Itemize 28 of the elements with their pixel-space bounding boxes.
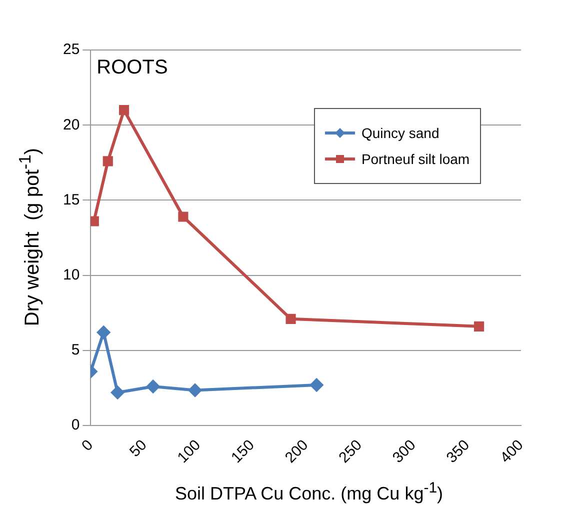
x-tick-label: 300 <box>389 436 420 466</box>
point <box>97 326 110 339</box>
y-tick-label: 25 <box>62 41 80 58</box>
x-tick-label: 200 <box>282 436 312 466</box>
point <box>102 156 113 166</box>
legend-label: Portneuf silt loam <box>361 151 470 167</box>
y-tick-label: 15 <box>62 191 80 208</box>
point <box>310 378 324 392</box>
point <box>286 314 296 324</box>
x-axis-title: Soil DTPA Cu Conc. (mg Cu kg$^{-1}$) <box>174 480 444 504</box>
annotation: ROOTS <box>96 56 168 79</box>
legend-label: Quincy sand <box>361 125 440 141</box>
x-tick-label: 400 <box>497 436 527 466</box>
x-tick-label: 50 <box>126 436 150 460</box>
y-tick-label: 10 <box>62 266 80 284</box>
x-tick-label: 250 <box>336 436 366 466</box>
y-tick-label: 5 <box>71 342 80 359</box>
x-tick-label: 350 <box>443 436 473 466</box>
x-tick-label: 150 <box>228 436 258 466</box>
x-tick-label: 100 <box>174 436 204 466</box>
y-tick-label: 0 <box>71 416 80 434</box>
point <box>111 386 124 400</box>
y-tick-label: 20 <box>62 116 80 134</box>
point <box>119 105 130 116</box>
point <box>474 321 484 332</box>
point <box>146 380 160 394</box>
point <box>188 384 202 397</box>
point <box>178 212 188 222</box>
